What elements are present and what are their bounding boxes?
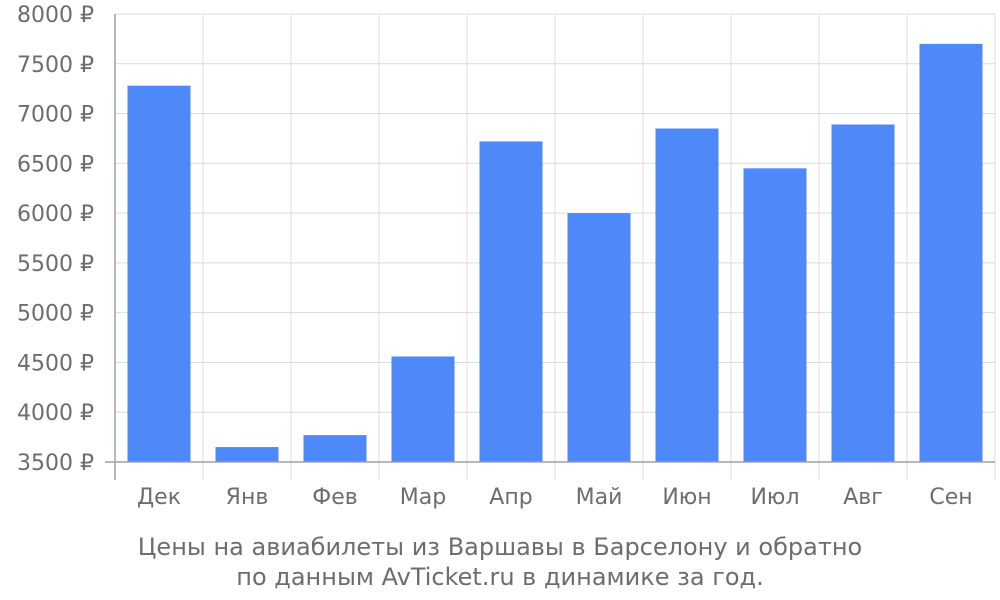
bar bbox=[215, 447, 279, 462]
y-tick-label: 6000 ₽ bbox=[17, 202, 94, 227]
bar bbox=[743, 168, 807, 463]
x-tick-label: Апр bbox=[489, 485, 532, 510]
y-tick-label: 4000 ₽ bbox=[17, 401, 94, 426]
y-tick-label: 7000 ₽ bbox=[17, 103, 94, 128]
y-tick-label: 5500 ₽ bbox=[17, 252, 94, 277]
y-tick-labels: 3500 ₽ 4000 ₽ 4500 ₽ 5000 ₽ 5500 ₽ 6000 ₽ 6500… bbox=[17, 3, 94, 476]
y-tick-label: 5000 ₽ bbox=[17, 302, 94, 327]
y-tick-label: 8000 ₽ bbox=[17, 3, 94, 28]
bar bbox=[479, 141, 543, 463]
bar bbox=[303, 435, 367, 462]
chart-caption: Цены на авиабилеты из Варшавы в Барселон… bbox=[0, 532, 1000, 592]
bar bbox=[831, 124, 895, 463]
bar bbox=[391, 356, 455, 462]
y-tick-label: 4500 ₽ bbox=[17, 351, 94, 376]
bar bbox=[655, 128, 719, 462]
bar bbox=[919, 43, 983, 462]
caption-line-1: Цены на авиабилеты из Варшавы в Барселон… bbox=[137, 533, 863, 561]
x-tick-label: Июн bbox=[662, 485, 711, 510]
x-tick-label: Июл bbox=[750, 485, 799, 510]
caption-line-2: по данным AvTicket.ru в динамике за год. bbox=[236, 563, 764, 591]
axes bbox=[105, 14, 995, 480]
x-tick-labels: Дек Янв Фев Мар Апр Май Июн Июл Авг Сен bbox=[137, 485, 973, 510]
bar bbox=[127, 85, 191, 463]
y-tick-label: 7500 ₽ bbox=[17, 53, 94, 78]
x-tick-label: Мар bbox=[400, 485, 446, 510]
x-tick-label: Авг bbox=[843, 485, 883, 510]
y-tick-label: 3500 ₽ bbox=[17, 451, 94, 476]
x-tick-label: Фев bbox=[312, 485, 357, 510]
bar bbox=[567, 213, 631, 462]
x-tick-label: Сен bbox=[929, 485, 972, 510]
x-tick-label: Янв bbox=[226, 485, 269, 510]
grid bbox=[115, 13, 996, 480]
x-tick-label: Дек bbox=[137, 485, 181, 510]
y-tick-label: 6500 ₽ bbox=[17, 152, 94, 177]
bars bbox=[127, 43, 983, 463]
x-tick-label: Май bbox=[576, 485, 623, 510]
